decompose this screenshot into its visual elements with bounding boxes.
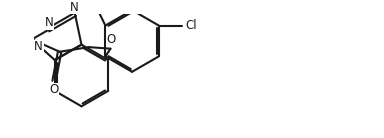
Text: O: O [107, 33, 116, 46]
Text: N: N [45, 16, 53, 29]
Text: O: O [50, 83, 59, 96]
Text: Cl: Cl [186, 19, 197, 32]
Text: N: N [34, 40, 43, 53]
Text: N: N [70, 1, 79, 14]
